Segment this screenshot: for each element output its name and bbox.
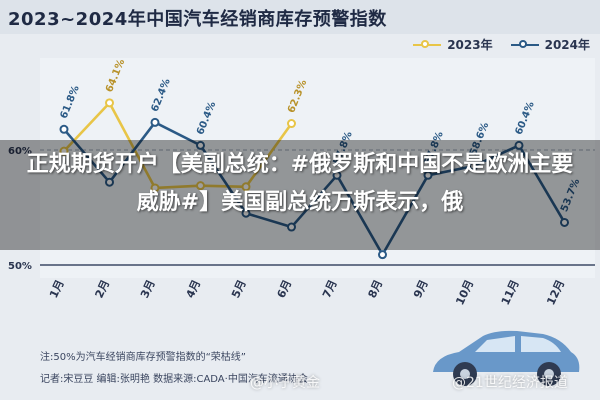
series-line-0 xyxy=(63,101,293,190)
series-line-1 xyxy=(63,121,566,256)
x-tick-label: 6月 xyxy=(275,278,295,300)
data-point-1 xyxy=(560,217,569,227)
data-point-0 xyxy=(196,181,205,191)
data-point-1 xyxy=(332,170,342,180)
data-point-1 xyxy=(59,124,69,134)
x-tick-label: 9月 xyxy=(411,278,431,300)
x-tick-label: 10月 xyxy=(453,278,476,307)
watermark-left: @小子黄金 xyxy=(250,375,320,391)
footnote-credits: 记者:宋豆豆 编辑:张明艳 数据来源:CADA·中国汽车流通协会 xyxy=(40,374,308,385)
y-tick-label: 50% xyxy=(8,261,32,272)
car-illustration xyxy=(433,330,580,386)
data-point-1 xyxy=(469,161,478,171)
news-headline: 正规期货开户【美副总统：#俄罗斯和中国不是欧洲主要威胁#】美国副总统万斯表示，俄 xyxy=(26,152,574,215)
data-point-1 xyxy=(150,117,160,127)
x-tick-label: 5月 xyxy=(229,278,249,300)
data-point-0 xyxy=(59,146,69,156)
x-tick-label: 7月 xyxy=(320,278,340,300)
legend-swatch-2024 xyxy=(510,39,539,50)
legend-item-2023: 2023年 xyxy=(413,36,493,53)
data-point-0 xyxy=(150,183,160,193)
x-tick-label: 12月 xyxy=(544,278,567,307)
legend: 2023年 2024年 xyxy=(413,36,590,53)
plot-area xyxy=(40,58,595,278)
data-point-0 xyxy=(241,182,251,192)
x-tick-label: 1月 xyxy=(47,278,67,300)
watermark-right: @21世纪经济报道 xyxy=(452,375,568,391)
data-point-1 xyxy=(196,140,205,150)
data-point-0 xyxy=(105,98,114,108)
news-overlay: 正规期货开户【美副总统：#俄罗斯和中国不是欧洲主要威胁#】美国副总统万斯表示，俄 xyxy=(0,140,600,250)
data-point-0 xyxy=(287,119,296,129)
x-tick-label: 3月 xyxy=(138,278,158,300)
data-point-1 xyxy=(378,250,387,260)
header-bar: 2023~2024年中国汽车经销商库存预警指数 xyxy=(0,0,600,34)
x-tick-label: 8月 xyxy=(366,278,386,300)
chart-title: 2023~2024年中国汽车经销商库存预警指数 xyxy=(8,9,387,30)
data-point-1 xyxy=(287,222,296,232)
legend-label-2024: 2024年 xyxy=(544,38,590,52)
data-point-1 xyxy=(241,208,251,218)
legend-label-2023: 2023年 xyxy=(447,38,493,52)
x-tick-label: 2月 xyxy=(93,278,113,300)
data-point-1 xyxy=(514,140,524,150)
x-tick-label: 4月 xyxy=(184,278,204,300)
legend-swatch-2023 xyxy=(413,39,442,50)
x-tick-label: 11月 xyxy=(499,278,522,307)
footnote-threshold: 注:50%为汽车经销商库存预警指数的“荣枯线” xyxy=(40,352,246,363)
y-tick-label: 60% xyxy=(8,146,32,157)
data-point-1 xyxy=(423,170,433,180)
data-point-1 xyxy=(105,177,114,187)
legend-item-2024: 2024年 xyxy=(510,36,590,53)
